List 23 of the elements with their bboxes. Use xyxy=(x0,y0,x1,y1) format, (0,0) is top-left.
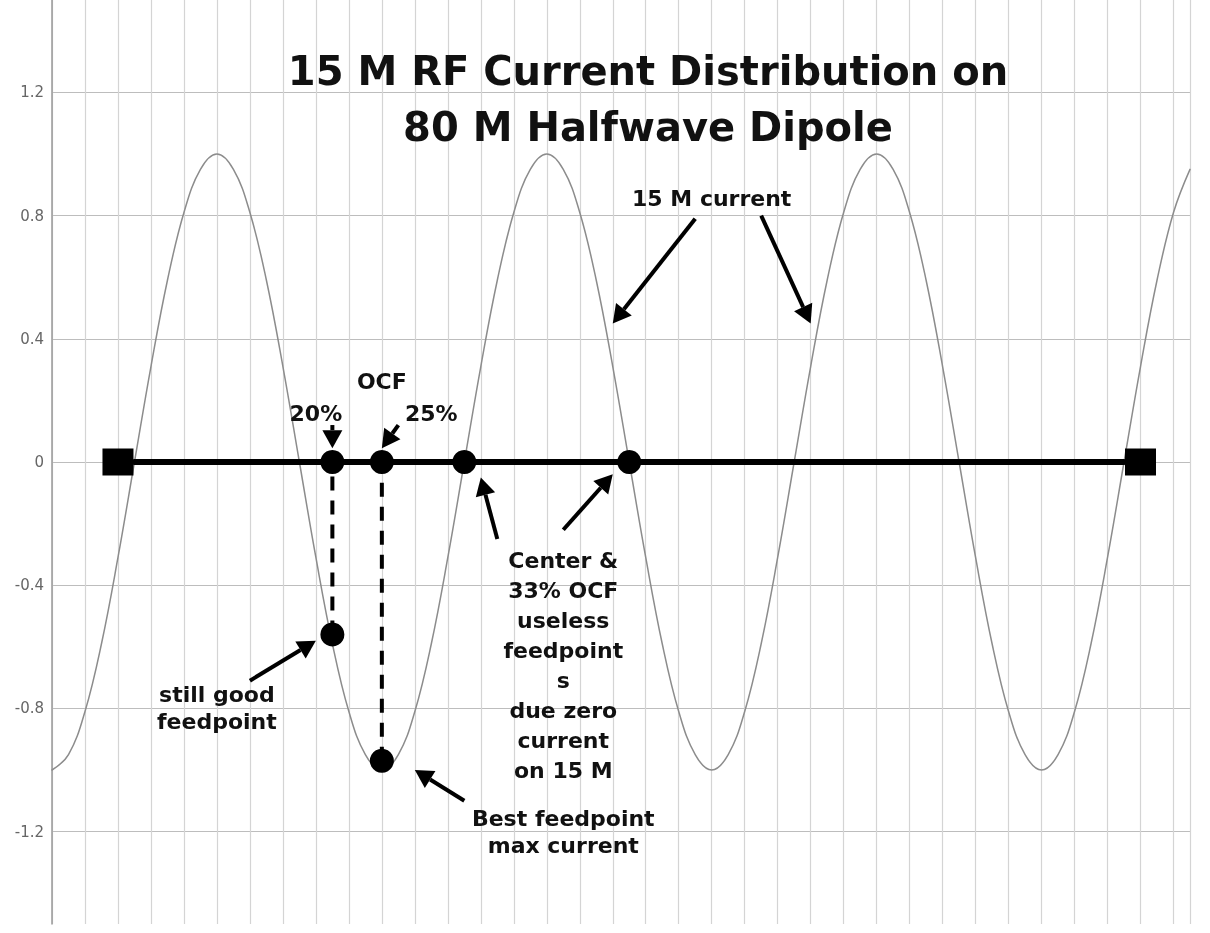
y-tick-label: 0 xyxy=(34,453,44,471)
point xyxy=(1125,448,1157,476)
annotation: still good feedpoint xyxy=(157,682,278,735)
text: 15 M RF Current Distribution on 80 M Halfwave Dipole xyxy=(287,48,1009,150)
point xyxy=(320,622,345,647)
point xyxy=(320,450,345,474)
annotation: Best feedpoint max current xyxy=(471,805,656,858)
point xyxy=(617,450,642,474)
annotation: OCF xyxy=(356,369,407,395)
y-tick-label: -0.8 xyxy=(14,699,44,718)
y-tick-label: 1.2 xyxy=(20,83,44,102)
point xyxy=(369,450,394,474)
point xyxy=(102,448,134,476)
point xyxy=(452,450,477,474)
annotation: 25% xyxy=(405,401,458,427)
point xyxy=(369,748,394,773)
y-tick-label: -0.4 xyxy=(14,576,44,595)
annotation: 20% xyxy=(289,401,343,427)
y-tick-label: 0.4 xyxy=(20,329,44,348)
y-tick-label: -1.2 xyxy=(14,822,44,841)
annotation: Center & 33% OCF useless feedpoint s due zero current on 15 M xyxy=(503,547,624,783)
y-tick-label: 0.8 xyxy=(20,206,44,225)
annotation: 15 M current xyxy=(632,185,792,211)
